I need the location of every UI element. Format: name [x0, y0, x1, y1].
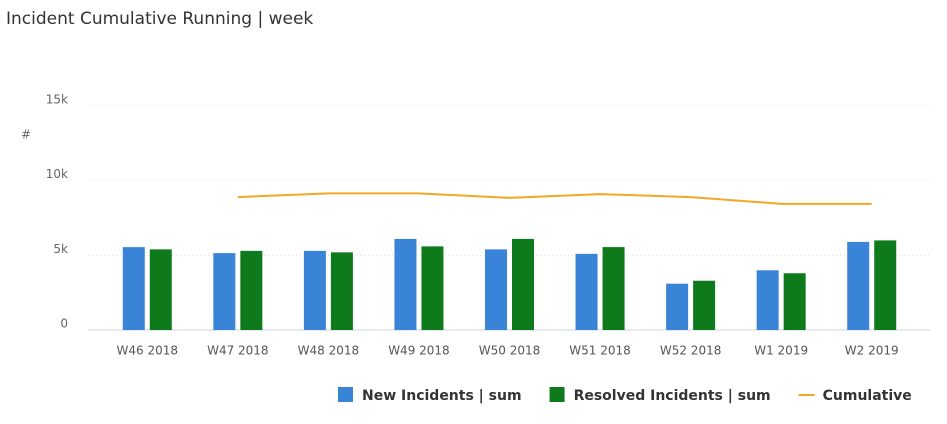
- bar: [602, 247, 625, 330]
- y-axis-label: #: [21, 128, 31, 142]
- bar: [756, 270, 779, 330]
- chart-title: Incident Cumulative Running | week: [6, 9, 313, 29]
- y-tick-label: 0: [60, 317, 68, 331]
- bar: [330, 252, 353, 330]
- bar: [303, 250, 326, 330]
- bar: [421, 246, 444, 330]
- bar: [240, 250, 263, 330]
- legend-swatch: [338, 387, 353, 402]
- y-tick-label: 10k: [46, 167, 68, 181]
- legend-swatch: [549, 387, 565, 402]
- legend-label: Resolved Incidents | sum: [574, 388, 771, 404]
- y-tick-label: 15k: [46, 93, 68, 107]
- x-tick-label: W49 2018: [388, 344, 450, 358]
- x-tick-label: W47 2018: [207, 344, 269, 358]
- bar: [485, 249, 507, 330]
- bar: [783, 273, 806, 330]
- bar: [149, 249, 172, 330]
- x-tick-label: W1 2019: [754, 344, 808, 358]
- x-tick-label: W50 2018: [479, 344, 541, 358]
- bar: [512, 238, 534, 330]
- y-tick-label: 5k: [53, 242, 68, 256]
- x-tick-label: W48 2018: [298, 344, 360, 358]
- bar: [847, 241, 870, 330]
- x-tick-label: W51 2018: [569, 344, 631, 358]
- legend-label: New Incidents | sum: [362, 388, 522, 404]
- bar: [874, 240, 897, 330]
- bar: [666, 283, 689, 330]
- x-tick-label: W2 2019: [845, 344, 899, 358]
- bar: [394, 238, 417, 330]
- line: [237, 192, 872, 205]
- x-tick-label: W46 2018: [117, 344, 179, 358]
- bar: [122, 247, 145, 330]
- bar: [693, 280, 716, 330]
- legend-label: Cumulative: [823, 388, 912, 404]
- bar: [575, 253, 598, 330]
- x-tick-label: W52 2018: [660, 344, 722, 358]
- bar: [213, 253, 236, 330]
